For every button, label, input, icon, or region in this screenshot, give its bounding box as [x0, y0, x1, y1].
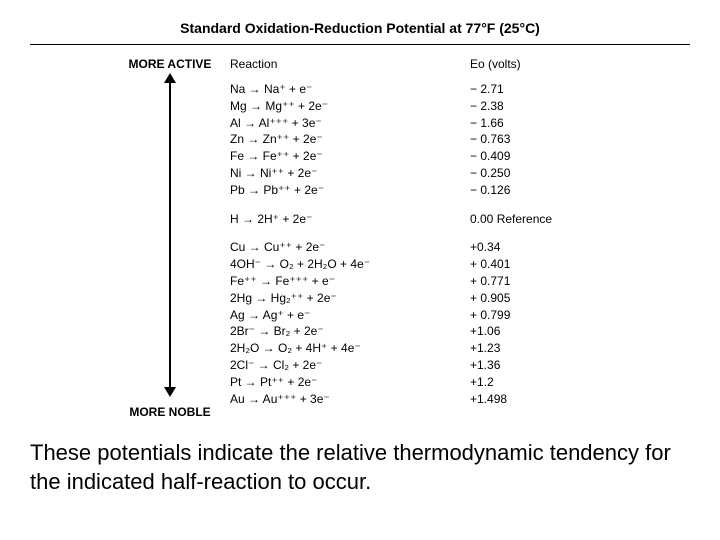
reaction-row: Na → Na⁺ + e⁻: [230, 81, 470, 98]
value-row: − 2.71: [470, 81, 630, 98]
reaction-row: Ni → Ni⁺⁺ + 2e⁻: [230, 165, 470, 182]
reaction-row: 2Hg → Hg₂⁺⁺ + 2e⁻: [230, 290, 470, 307]
reaction-row: Pt → Pt⁺⁺ + 2e⁻: [230, 374, 470, 391]
group-noble: Cu → Cu⁺⁺ + 2e⁻ 4OH⁻ → O₂ + 2H₂O + 4e⁻ F…: [230, 239, 470, 407]
reaction-row: H → 2H⁺ + 2e⁻: [230, 211, 470, 228]
value-row: − 0.250: [470, 165, 630, 182]
value-row: +0.34: [470, 239, 630, 256]
caption-text: These potentials indicate the relative t…: [30, 439, 690, 496]
value-row: − 0.409: [470, 148, 630, 165]
group-reference: H → 2H⁺ + 2e⁻: [230, 211, 470, 228]
reaction-row: Zn → Zn⁺⁺ + 2e⁻: [230, 131, 470, 148]
activity-scale-column: MORE ACTIVE MORE NOBLE: [110, 57, 230, 419]
eo-header: Eo (volts): [470, 57, 630, 71]
reaction-row: 2Br⁻ → Br₂ + 2e⁻: [230, 323, 470, 340]
reaction-row: Ag → Ag⁺ + e⁻: [230, 307, 470, 324]
redox-table: MORE ACTIVE MORE NOBLE Reaction Na → Na⁺…: [30, 57, 690, 419]
value-row: + 0.401: [470, 256, 630, 273]
value-row: +1.2: [470, 374, 630, 391]
value-row: + 0.905: [470, 290, 630, 307]
reaction-row: Fe⁺⁺ → Fe⁺⁺⁺ + e⁻: [230, 273, 470, 290]
more-noble-label: MORE NOBLE: [129, 405, 210, 419]
page-title: Standard Oxidation-Reduction Potential a…: [30, 20, 690, 36]
reaction-header: Reaction: [230, 57, 470, 71]
group-reference-values: 0.00 Reference: [470, 211, 630, 228]
reaction-row: Al → Al⁺⁺⁺ + 3e⁻: [230, 115, 470, 132]
value-row: − 2.38: [470, 98, 630, 115]
eo-column: Eo (volts) − 2.71 − 2.38 − 1.66 − 0.763 …: [470, 57, 630, 419]
activity-arrow: [169, 75, 171, 395]
more-active-label: MORE ACTIVE: [129, 57, 212, 71]
group-active: Na → Na⁺ + e⁻ Mg → Mg⁺⁺ + 2e⁻ Al → Al⁺⁺⁺…: [230, 81, 470, 199]
value-row: 0.00 Reference: [470, 211, 630, 228]
value-row: − 1.66: [470, 115, 630, 132]
reaction-row: Mg → Mg⁺⁺ + 2e⁻: [230, 98, 470, 115]
reaction-row: Cu → Cu⁺⁺ + 2e⁻: [230, 239, 470, 256]
group-noble-values: +0.34 + 0.401 + 0.771 + 0.905 + 0.799 +1…: [470, 239, 630, 407]
reaction-row: Fe → Fe⁺⁺ + 2e⁻: [230, 148, 470, 165]
reaction-row: Pb → Pb⁺⁺ + 2e⁻: [230, 182, 470, 199]
value-row: +1.36: [470, 357, 630, 374]
value-row: − 0.763: [470, 131, 630, 148]
reaction-column: Reaction Na → Na⁺ + e⁻ Mg → Mg⁺⁺ + 2e⁻ A…: [230, 57, 470, 419]
group-active-values: − 2.71 − 2.38 − 1.66 − 0.763 − 0.409 − 0…: [470, 81, 630, 199]
divider: [30, 44, 690, 45]
value-row: − 0.126: [470, 182, 630, 199]
value-row: +1.06: [470, 323, 630, 340]
reaction-row: 2Cl⁻ → Cl₂ + 2e⁻: [230, 357, 470, 374]
reaction-row: 2H₂O → O₂ + 4H⁺ + 4e⁻: [230, 340, 470, 357]
value-row: + 0.799: [470, 307, 630, 324]
value-row: +1.498: [470, 391, 630, 408]
value-row: +1.23: [470, 340, 630, 357]
reaction-row: 4OH⁻ → O₂ + 2H₂O + 4e⁻: [230, 256, 470, 273]
reaction-row: Au → Au⁺⁺⁺ + 3e⁻: [230, 391, 470, 408]
value-row: + 0.771: [470, 273, 630, 290]
